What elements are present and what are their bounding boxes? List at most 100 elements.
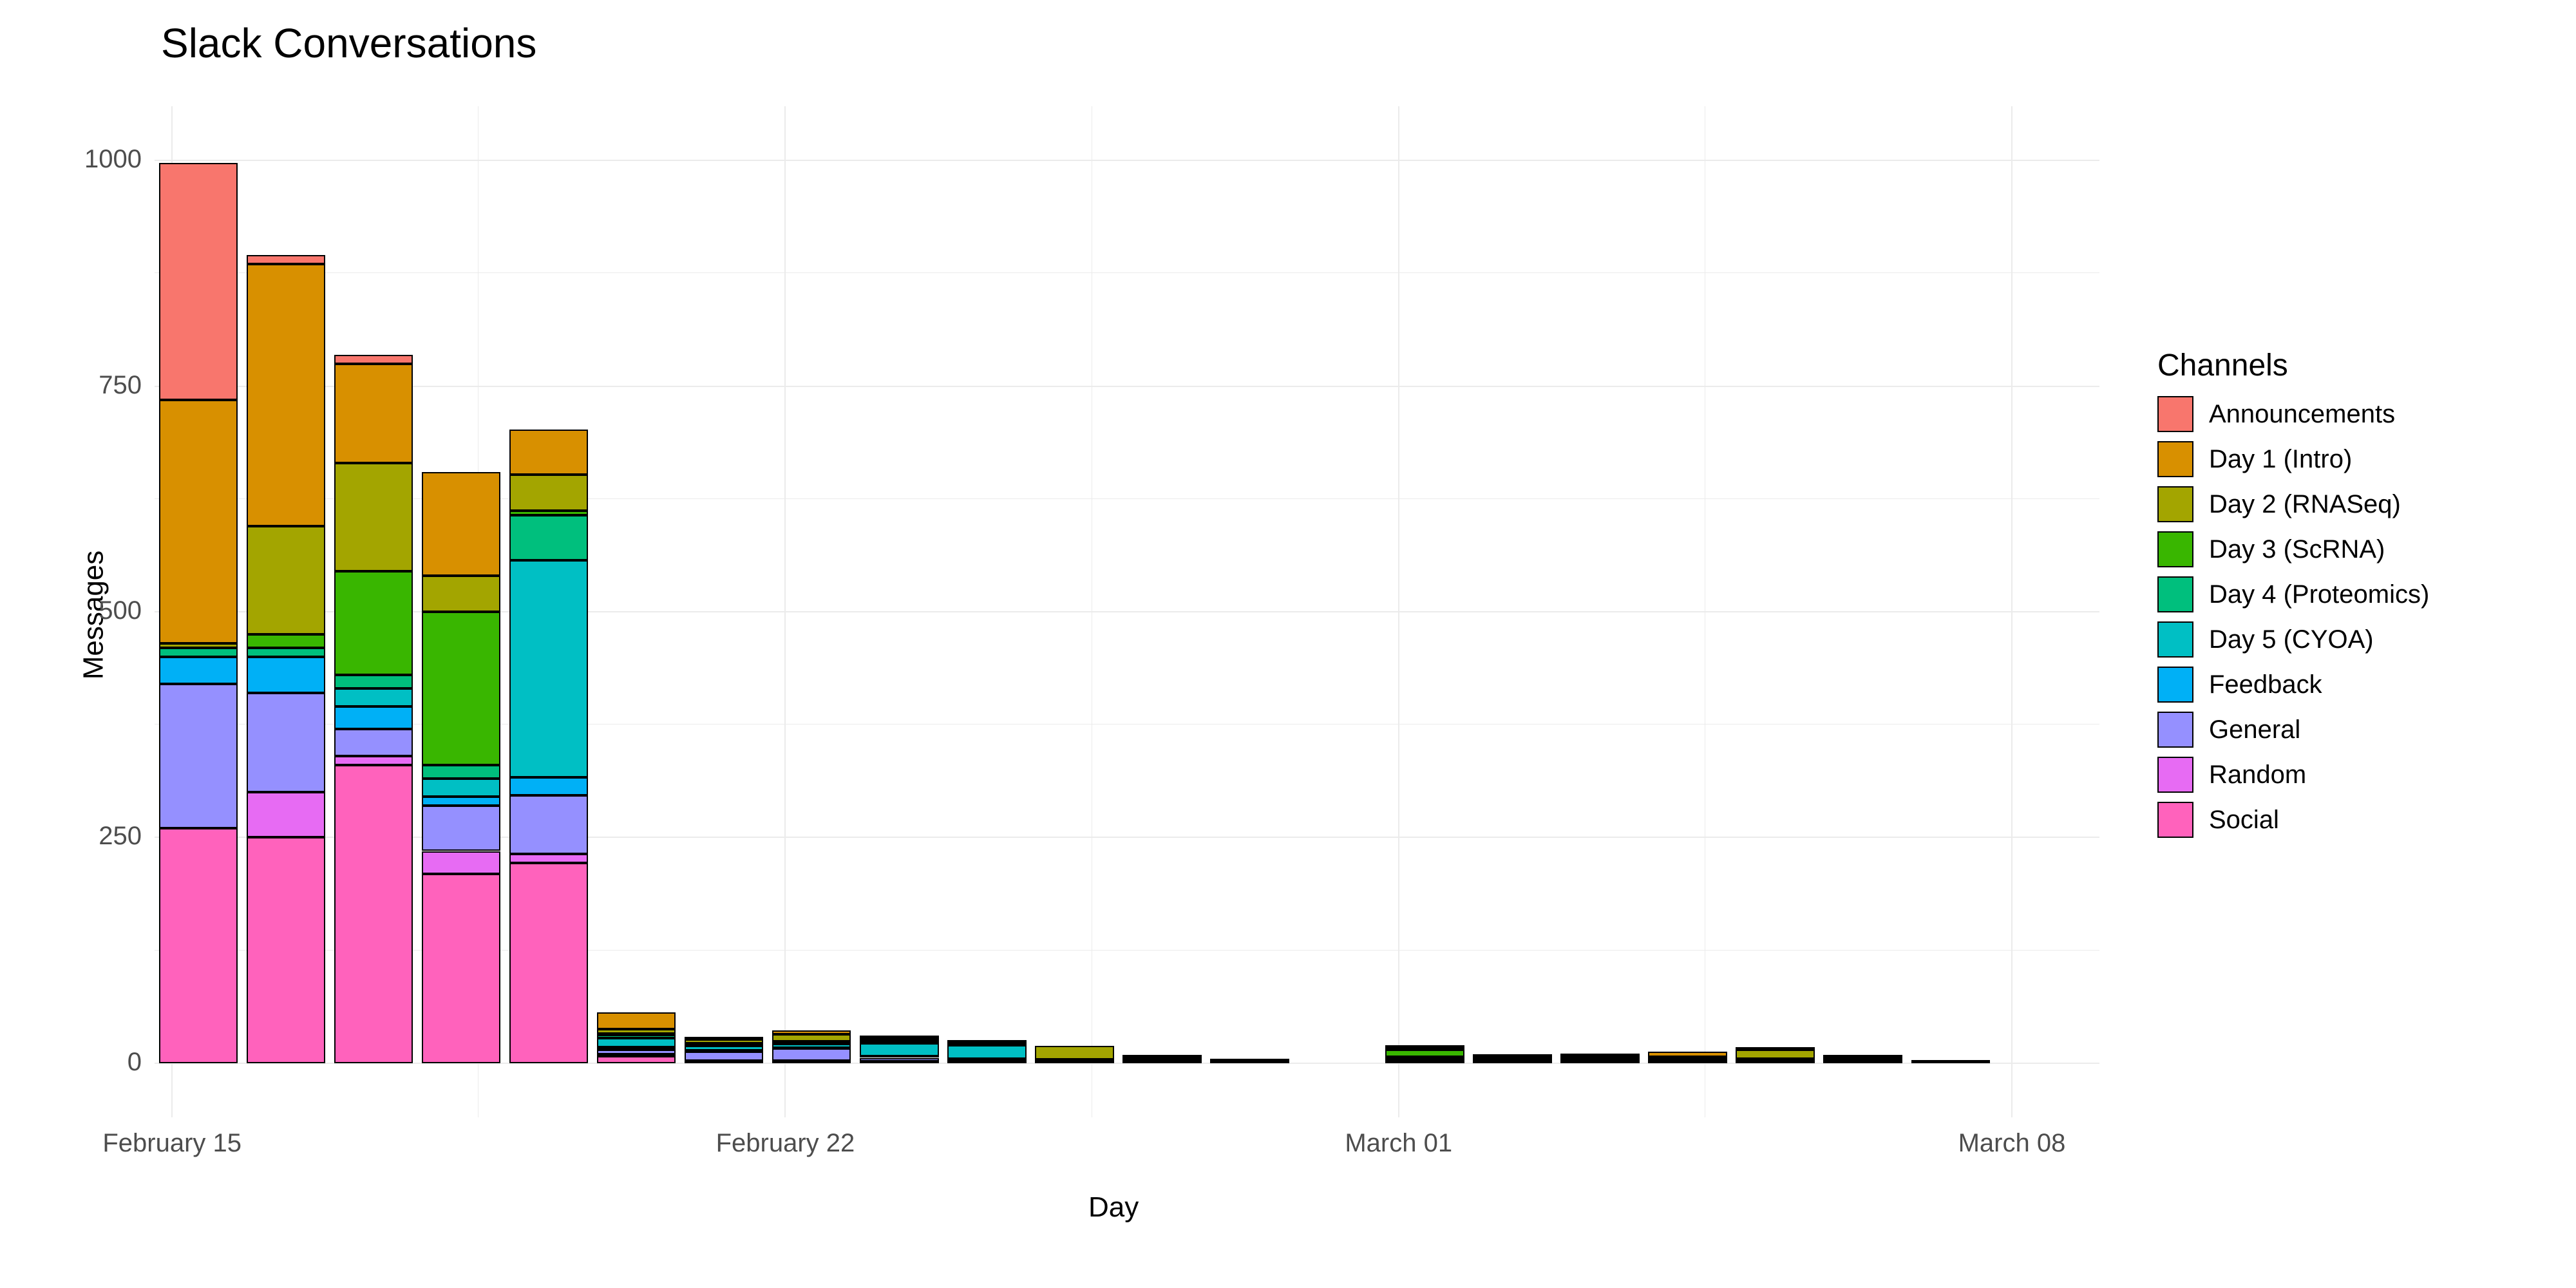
bar-segment bbox=[1736, 1050, 1814, 1059]
bar-segment bbox=[509, 430, 588, 475]
legend-swatch bbox=[2157, 396, 2193, 432]
legend-label: Day 4 (Proteomics) bbox=[2209, 580, 2429, 609]
bar-segment bbox=[422, 851, 500, 874]
x-tick-label: February 15 bbox=[102, 1129, 242, 1158]
bar-segment bbox=[159, 657, 238, 684]
legend-label: Feedback bbox=[2209, 670, 2322, 699]
grid-line-h-minor bbox=[155, 272, 2099, 273]
bar-segment bbox=[334, 765, 413, 1063]
legend-item: Day 4 (Proteomics) bbox=[2157, 576, 2429, 612]
legend-swatch bbox=[2157, 576, 2193, 612]
bar-segment bbox=[509, 475, 588, 511]
grid-line-h bbox=[155, 160, 2099, 161]
legend-label: Day 3 (ScRNA) bbox=[2209, 535, 2385, 564]
bar-segment bbox=[1210, 1059, 1289, 1061]
bar-segment bbox=[334, 355, 413, 364]
bar-segment bbox=[509, 795, 588, 854]
bar-segment bbox=[334, 706, 413, 729]
bar-segment bbox=[1823, 1055, 1902, 1057]
bar-segment bbox=[597, 1035, 676, 1037]
bar-segment bbox=[159, 400, 238, 643]
bar-segment bbox=[685, 1039, 763, 1043]
bar-segment bbox=[597, 1029, 676, 1034]
bar-segment bbox=[1736, 1047, 1814, 1050]
chart-container: Slack Conversations Messages Day Channel… bbox=[0, 0, 2576, 1288]
grid-line-v bbox=[2011, 106, 2012, 1117]
legend-item: Announcements bbox=[2157, 396, 2429, 432]
bar-segment bbox=[772, 1048, 851, 1060]
legend-item: Feedback bbox=[2157, 667, 2429, 703]
bar-segment bbox=[597, 1012, 676, 1028]
legend-label: Social bbox=[2209, 806, 2279, 835]
bar-segment bbox=[159, 163, 238, 399]
bar-segment bbox=[422, 806, 500, 851]
bar-segment bbox=[334, 463, 413, 571]
bar-segment bbox=[685, 1037, 763, 1039]
legend: Channels Announcements Day 1 (Intro) Day 2… bbox=[2157, 348, 2429, 847]
bar-segment bbox=[334, 756, 413, 765]
bar-segment bbox=[1560, 1054, 1639, 1056]
x-axis-title: Day bbox=[1088, 1191, 1139, 1224]
bar-segment bbox=[422, 472, 500, 576]
bar-segment bbox=[159, 643, 238, 648]
bar-segment bbox=[860, 1043, 938, 1056]
legend-swatch bbox=[2157, 802, 2193, 838]
bar-segment bbox=[509, 511, 588, 515]
bar-segment bbox=[509, 515, 588, 560]
bar-segment bbox=[247, 648, 325, 657]
legend-swatch bbox=[2157, 712, 2193, 748]
bar-segment bbox=[772, 1034, 851, 1041]
bar-segment bbox=[159, 828, 238, 1063]
bar-segment bbox=[947, 1045, 1026, 1059]
bar-segment bbox=[772, 1044, 851, 1048]
legend-item: Day 3 (ScRNA) bbox=[2157, 531, 2429, 567]
bar-segment bbox=[1473, 1054, 1551, 1057]
legend-swatch bbox=[2157, 486, 2193, 522]
bar-segment bbox=[159, 684, 238, 828]
legend-swatch bbox=[2157, 441, 2193, 477]
bar-segment bbox=[247, 526, 325, 634]
legend-item: Random bbox=[2157, 757, 2429, 793]
bar-segment bbox=[334, 729, 413, 756]
bar-segment bbox=[247, 264, 325, 526]
bar-segment bbox=[1911, 1060, 1990, 1063]
legend-item: Day 1 (Intro) bbox=[2157, 441, 2429, 477]
bar-segment bbox=[422, 779, 500, 797]
legend-item: Day 5 (CYOA) bbox=[2157, 621, 2429, 658]
bar-segment bbox=[509, 560, 588, 777]
grid-line-v bbox=[784, 106, 786, 1117]
bar-segment bbox=[860, 1036, 938, 1038]
x-tick-label: March 01 bbox=[1345, 1129, 1452, 1158]
bar-segment bbox=[247, 657, 325, 693]
bar-segment bbox=[947, 1040, 1026, 1043]
bar-segment bbox=[422, 765, 500, 779]
legend-label: Day 1 (Intro) bbox=[2209, 445, 2352, 474]
grid-line-v bbox=[1398, 106, 1399, 1117]
bar-segment bbox=[422, 797, 500, 806]
y-tick-label: 500 bbox=[99, 596, 142, 625]
legend-item: Day 2 (RNASeq) bbox=[2157, 486, 2429, 522]
legend-label: Announcements bbox=[2209, 400, 2395, 429]
bar-segment bbox=[685, 1052, 763, 1061]
bar-segment bbox=[422, 612, 500, 765]
legend-swatch bbox=[2157, 757, 2193, 793]
legend-label: Random bbox=[2209, 761, 2306, 790]
bar-segment bbox=[247, 837, 325, 1063]
bar-segment bbox=[1035, 1046, 1113, 1059]
bar-segment bbox=[772, 1030, 851, 1034]
grid-line-h bbox=[155, 386, 2099, 387]
bar-segment bbox=[597, 1050, 676, 1054]
bar-segment bbox=[509, 863, 588, 1063]
legend-label: Day 5 (CYOA) bbox=[2209, 625, 2374, 654]
bar-segment bbox=[597, 1056, 676, 1063]
legend-label: Day 2 (RNASeq) bbox=[2209, 490, 2401, 519]
legend-swatch bbox=[2157, 667, 2193, 703]
legend-swatch bbox=[2157, 621, 2193, 658]
bar-segment bbox=[334, 571, 413, 675]
x-tick-label: February 22 bbox=[716, 1129, 855, 1158]
bar-segment bbox=[597, 1047, 676, 1050]
plot-area bbox=[155, 106, 2099, 1117]
y-tick-label: 1000 bbox=[84, 145, 142, 174]
x-tick-label: March 08 bbox=[1958, 1129, 2066, 1158]
legend-title: Channels bbox=[2157, 348, 2429, 383]
